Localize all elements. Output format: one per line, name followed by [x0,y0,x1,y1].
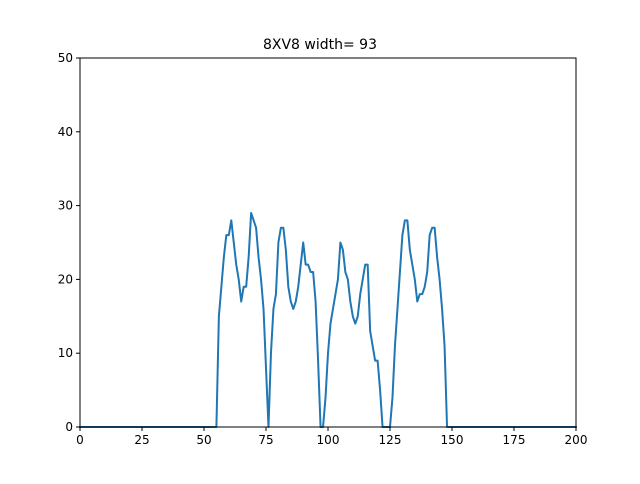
y-tick-label: 50 [58,51,73,65]
y-tick-label: 0 [65,420,73,434]
axes-frame [79,57,577,428]
x-tick-label: 100 [317,433,340,447]
x-tick-label: 50 [196,433,211,447]
x-tick-label: 200 [565,433,588,447]
y-axis: 0 10 20 30 40 50 [58,51,80,434]
y-tick-label: 30 [58,199,73,213]
x-axis: 0 25 50 75 100 125 150 175 200 [76,427,587,447]
x-tick-label: 0 [76,433,84,447]
y-tick-label: 20 [58,272,73,286]
x-tick-label: 150 [441,433,464,447]
plot-area [79,211,577,428]
x-tick-label: 75 [258,433,273,447]
x-tick-label: 175 [503,433,526,447]
y-tick-label: 10 [58,346,73,360]
series-line-1 [79,211,577,428]
x-tick-label: 125 [379,433,402,447]
chart-title: 8XV8 width= 93 [263,37,377,53]
y-tick-label: 40 [58,125,73,139]
x-tick-label: 25 [134,433,149,447]
